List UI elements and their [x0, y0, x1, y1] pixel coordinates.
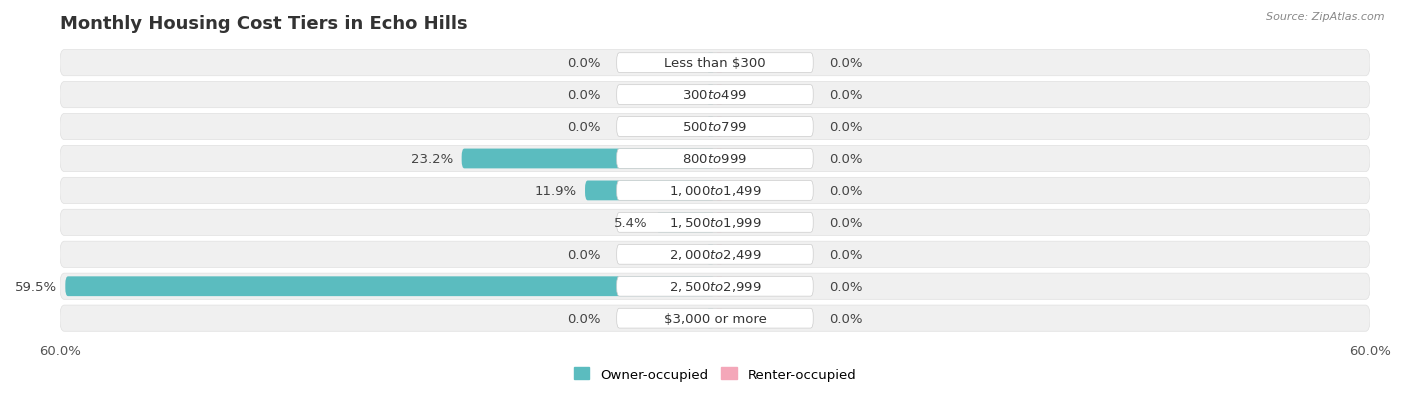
- Text: $300 to $499: $300 to $499: [682, 89, 748, 102]
- Text: $500 to $799: $500 to $799: [682, 121, 748, 134]
- FancyBboxPatch shape: [617, 309, 813, 328]
- FancyBboxPatch shape: [585, 181, 716, 201]
- FancyBboxPatch shape: [617, 54, 813, 74]
- Text: 0.0%: 0.0%: [567, 121, 600, 134]
- FancyBboxPatch shape: [60, 146, 1369, 172]
- Text: Less than $300: Less than $300: [664, 57, 766, 70]
- FancyBboxPatch shape: [706, 117, 716, 137]
- Legend: Owner-occupied, Renter-occupied: Owner-occupied, Renter-occupied: [568, 362, 862, 386]
- Text: 23.2%: 23.2%: [411, 152, 453, 166]
- FancyBboxPatch shape: [617, 149, 813, 169]
- FancyBboxPatch shape: [617, 117, 813, 137]
- FancyBboxPatch shape: [716, 181, 724, 201]
- FancyBboxPatch shape: [60, 178, 1369, 204]
- FancyBboxPatch shape: [716, 54, 724, 74]
- Text: 0.0%: 0.0%: [830, 216, 863, 229]
- Text: Monthly Housing Cost Tiers in Echo Hills: Monthly Housing Cost Tiers in Echo Hills: [60, 15, 467, 33]
- Text: 11.9%: 11.9%: [534, 185, 576, 197]
- FancyBboxPatch shape: [657, 213, 716, 233]
- Text: Source: ZipAtlas.com: Source: ZipAtlas.com: [1267, 12, 1385, 22]
- FancyBboxPatch shape: [617, 181, 813, 201]
- Text: 0.0%: 0.0%: [567, 248, 600, 261]
- FancyBboxPatch shape: [60, 305, 1369, 332]
- FancyBboxPatch shape: [716, 149, 724, 169]
- FancyBboxPatch shape: [60, 210, 1369, 236]
- FancyBboxPatch shape: [65, 277, 716, 297]
- Text: 0.0%: 0.0%: [830, 280, 863, 293]
- FancyBboxPatch shape: [716, 117, 724, 137]
- FancyBboxPatch shape: [716, 277, 724, 297]
- Text: 59.5%: 59.5%: [14, 280, 56, 293]
- FancyBboxPatch shape: [716, 213, 724, 233]
- FancyBboxPatch shape: [60, 273, 1369, 299]
- FancyBboxPatch shape: [60, 50, 1369, 76]
- Text: 0.0%: 0.0%: [830, 185, 863, 197]
- FancyBboxPatch shape: [617, 277, 813, 297]
- Text: $1,500 to $1,999: $1,500 to $1,999: [668, 216, 762, 230]
- FancyBboxPatch shape: [706, 85, 716, 105]
- FancyBboxPatch shape: [617, 213, 813, 233]
- Text: $1,000 to $1,499: $1,000 to $1,499: [668, 184, 762, 198]
- Text: 0.0%: 0.0%: [830, 57, 863, 70]
- FancyBboxPatch shape: [716, 245, 724, 265]
- FancyBboxPatch shape: [60, 114, 1369, 140]
- Text: 0.0%: 0.0%: [830, 248, 863, 261]
- Text: 0.0%: 0.0%: [830, 121, 863, 134]
- FancyBboxPatch shape: [60, 82, 1369, 109]
- Text: 0.0%: 0.0%: [830, 312, 863, 325]
- Text: 0.0%: 0.0%: [567, 89, 600, 102]
- Text: 0.0%: 0.0%: [567, 57, 600, 70]
- Text: $800 to $999: $800 to $999: [682, 152, 748, 166]
- Text: $2,000 to $2,499: $2,000 to $2,499: [668, 248, 762, 262]
- Text: $3,000 or more: $3,000 or more: [664, 312, 766, 325]
- FancyBboxPatch shape: [706, 309, 716, 328]
- FancyBboxPatch shape: [716, 309, 724, 328]
- Text: 5.4%: 5.4%: [613, 216, 647, 229]
- Text: 0.0%: 0.0%: [830, 89, 863, 102]
- FancyBboxPatch shape: [706, 245, 716, 265]
- FancyBboxPatch shape: [617, 245, 813, 265]
- FancyBboxPatch shape: [706, 54, 716, 74]
- Text: $2,500 to $2,999: $2,500 to $2,999: [668, 280, 762, 294]
- Text: 0.0%: 0.0%: [830, 152, 863, 166]
- FancyBboxPatch shape: [461, 149, 716, 169]
- FancyBboxPatch shape: [716, 85, 724, 105]
- FancyBboxPatch shape: [617, 85, 813, 105]
- FancyBboxPatch shape: [60, 242, 1369, 268]
- Text: 0.0%: 0.0%: [567, 312, 600, 325]
